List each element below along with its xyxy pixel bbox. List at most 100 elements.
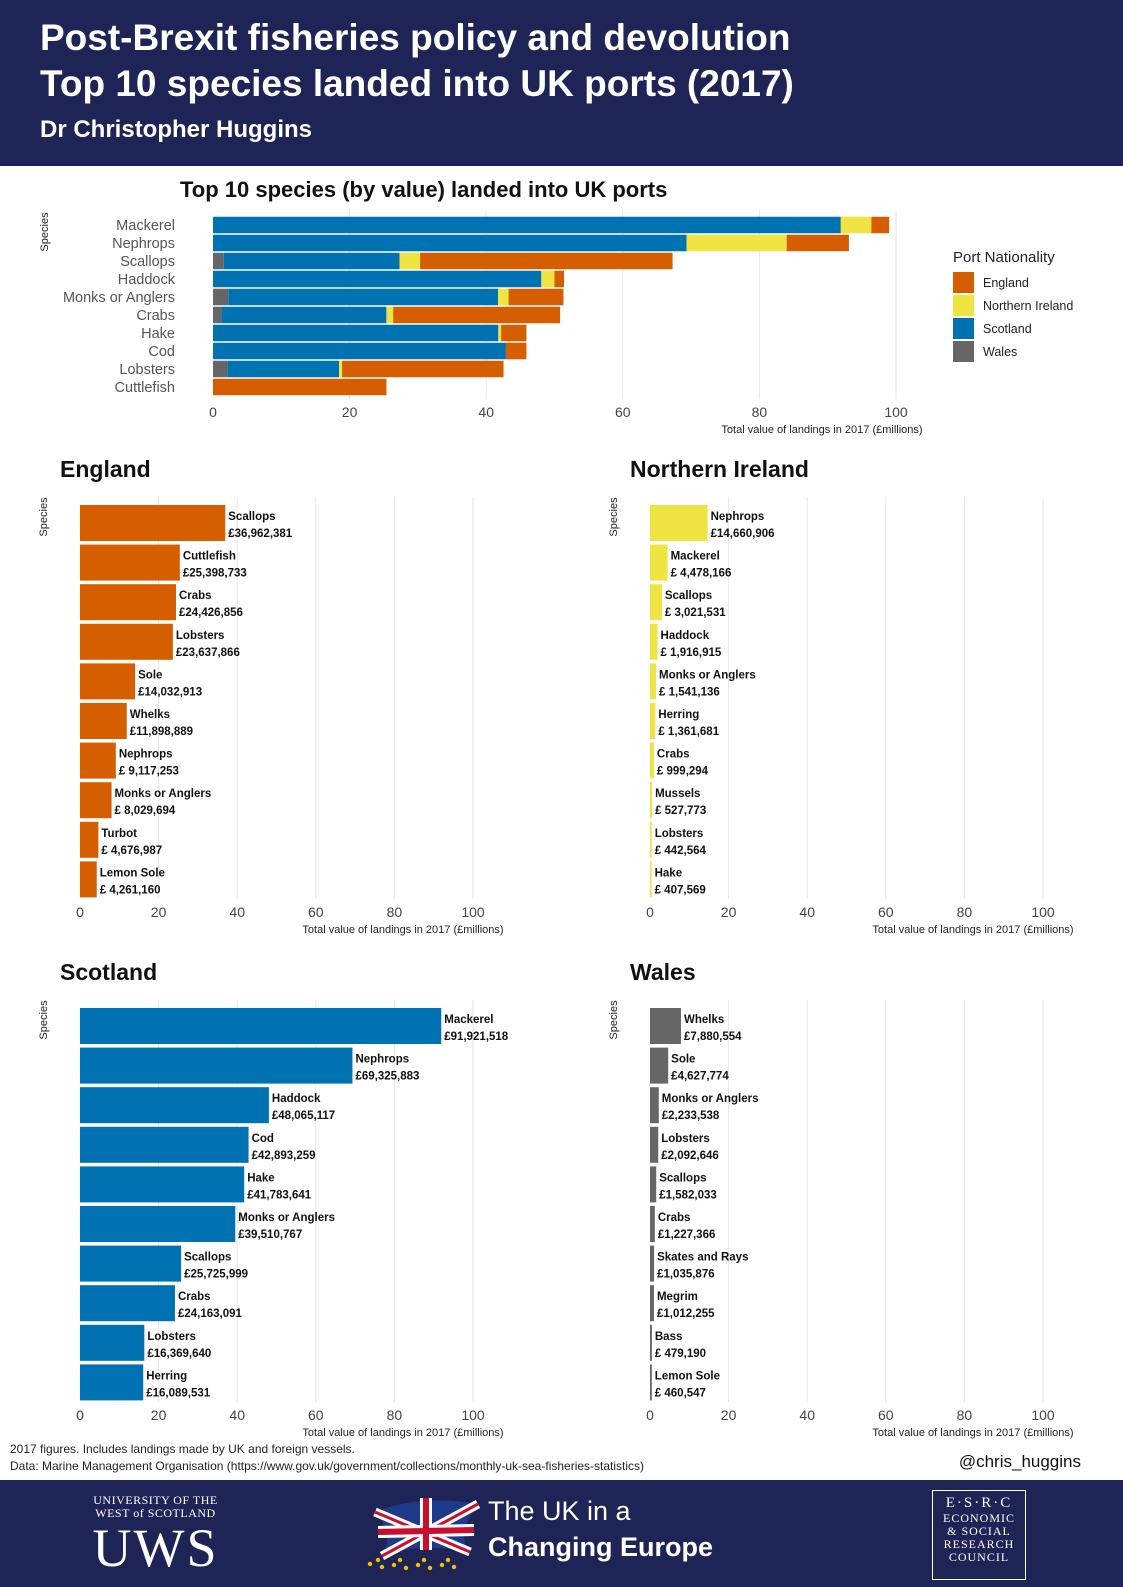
england-bar-value-label: £36,962,381 [228,528,293,540]
england-bar-name-label: Scallops [228,511,275,523]
wales-bar-crabs [650,1206,655,1242]
northern-ireland-bar-name-label: Nephrops [711,511,765,523]
overview-bar-nephrops-england [786,234,849,252]
title-line-1: Post-Brexit fisheries policy and devolut… [40,17,791,58]
esrc-line-2: & SOCIAL [947,1524,1011,1538]
wales-bar-name-label: Crabs [658,1212,691,1224]
overview-y-tick-label: Crabs [136,308,175,324]
england-x-tick-label: 0 [76,904,84,920]
overview-bar-scallops-wales [213,252,224,270]
scotland-bar-nephrops [80,1047,353,1084]
overview-x-tick-label: 40 [478,404,494,420]
northern-ireland-bar-haddock [650,623,658,660]
overview-bar-haddock-england [554,270,564,288]
wales-bar-value-label: £ 479,190 [655,1348,706,1360]
scotland-bar-name-label: Scallops [184,1252,231,1264]
scotland-bar-lobsters [80,1324,145,1361]
wales-bar-name-label: Bass [655,1331,683,1343]
scotland-x-tick-label: 20 [151,1407,167,1423]
wales-bar-name-label: Skates and Rays [657,1252,748,1264]
northern-ireland-title: Northern Ireland [630,456,809,482]
england-bar-name-label: Turbot [101,828,137,840]
northern-ireland-bar-hake [650,861,652,898]
england-x-axis-label: Total value of landings in 2017 (£millio… [302,924,503,936]
northern-ireland-bar-value-label: £14,660,906 [711,528,775,540]
england-bar-name-label: Crabs [179,590,212,602]
scotland-x-axis-label: Total value of landings in 2017 (£millio… [302,1427,503,1439]
overview-bar-cod-scotland [213,342,506,360]
wales-bar-value-label: £2,233,538 [662,1110,720,1122]
legend-swatch-wales [953,341,974,362]
northern-ireland-x-axis-label: Total value of landings in 2017 (£millio… [872,924,1073,936]
england-bar-whelks [80,703,127,739]
wales-bar-monks-or-anglers [650,1087,659,1124]
title-line-2: Top 10 species landed into UK ports (201… [40,63,794,104]
overview-x-tick-label: 60 [615,404,631,420]
england-bar-nephrops [80,742,116,779]
scotland-bar-value-label: £48,065,117 [272,1110,335,1122]
overview-y-tick-label: Nephrops [112,236,175,252]
esrc-line-1: ECONOMIC [942,1511,1015,1525]
northern-ireland-bar-name-label: Lobsters [655,828,704,840]
overview-bar-haddock-northern-ireland [541,270,555,288]
northern-ireland-bar-value-label: £ 999,294 [657,766,709,778]
northern-ireland-bar-herring [650,703,656,739]
northern-ireland-x-tick-label: 80 [957,904,973,920]
ukice-line-2: Changing Europe [488,1532,713,1562]
northern-ireland-bar-scallops [650,584,662,621]
author-name: Dr Christopher Huggins [40,116,313,143]
wales-bar-value-label: £1,012,255 [657,1308,715,1320]
overview-bar-lobsters-scotland [227,360,340,378]
wales-bar-skates-and-rays [650,1245,655,1282]
scotland-bar-value-label: £42,893,259 [252,1150,316,1162]
wales-bar-name-label: Sole [671,1054,695,1066]
uws-logo: UNIVERSITY OF THE WEST of SCOTLAND UWS [88,1494,223,1577]
northern-ireland-bar-value-label: £ 407,569 [655,884,706,896]
wales-bar-lemon-sole [650,1364,652,1401]
scotland-bar-name-label: Hake [247,1172,275,1184]
wales-x-tick-label: 0 [646,1407,654,1423]
overview-bar-lobsters-wales [213,360,228,378]
northern-ireland-bar-value-label: £ 1,916,915 [661,647,722,659]
scotland-bar-cod [80,1126,249,1163]
england-x-tick-label: 60 [308,904,324,920]
esrc-line-3: RESEARCH [943,1537,1015,1551]
scotland-bar-name-label: Crabs [178,1291,211,1303]
overview-bar-monks-or-anglers-wales [213,288,229,306]
overview-bar-scallops-england [420,252,673,270]
scotland-x-tick-label: 80 [387,1407,403,1423]
wales-x-tick-label: 20 [721,1407,737,1423]
england-bar-turbot [80,821,99,858]
overview-bar-nephrops-northern-ireland [686,234,787,252]
scotland-bar-name-label: Nephrops [355,1054,409,1066]
wales-bar-scallops [650,1166,657,1203]
england-x-tick-label: 40 [229,904,245,920]
northern-ireland-bar-crabs [650,742,654,779]
england-bar-value-label: £ 4,261,160 [100,884,161,896]
northern-ireland-bar-nephrops [650,505,708,541]
england-bar-value-label: £23,637,866 [176,647,240,659]
overview-bar-monks-or-anglers-england [508,288,564,306]
overview-bar-mackerel-scotland [213,216,841,234]
wales-bar-value-label: £1,035,876 [657,1269,715,1281]
england-bar-value-label: £ 9,117,253 [119,766,179,778]
overview-bar-hake-northern-ireland [498,324,502,342]
wales-bar-value-label: £ 460,547 [655,1387,706,1399]
england-y-axis-label: Species [38,497,50,537]
england-x-tick-label: 20 [151,904,167,920]
england-x-tick-label: 80 [387,904,403,920]
england-bar-value-label: £24,426,856 [179,607,243,619]
wales-bar-name-label: Scallops [659,1172,706,1184]
footnote-data-source: Data: Marine Management Organisation (ht… [10,1459,645,1473]
northern-ireland-bar-name-label: Mackerel [671,551,720,563]
overview-y-tick-label: Scallops [120,254,175,270]
england-bar-scallops [80,505,226,541]
england-bar-name-label: Lobsters [176,630,225,642]
scotland-bar-hake [80,1166,245,1203]
scotland-bar-scallops [80,1245,182,1282]
northern-ireland-bar-value-label: £ 1,361,681 [658,726,719,738]
england-bar-cuttlefish [80,544,180,581]
footnote-figures: 2017 figures. Includes landings made by … [10,1442,355,1456]
england-bar-lobsters [80,623,173,660]
northern-ireland-bar-monks-or-anglers [650,663,657,700]
